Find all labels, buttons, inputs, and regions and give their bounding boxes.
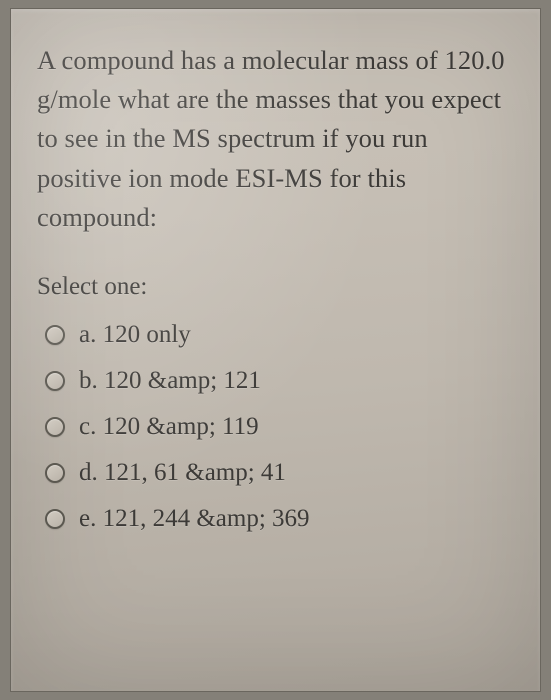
- option-list: a. 120 only b. 120 &amp; 121 c. 120 &amp…: [37, 321, 518, 533]
- quiz-card: A compound has a molecular mass of 120.0…: [10, 8, 541, 692]
- option-e[interactable]: e. 121, 244 &amp; 369: [45, 505, 518, 533]
- option-label: e. 121, 244 &amp; 369: [79, 505, 310, 533]
- select-one-label: Select one:: [37, 273, 518, 301]
- option-b[interactable]: b. 120 &amp; 121: [45, 367, 518, 395]
- question-text: A compound has a molecular mass of 120.0…: [37, 41, 518, 237]
- radio-icon[interactable]: [45, 509, 65, 529]
- option-a[interactable]: a. 120 only: [45, 321, 518, 349]
- option-label: c. 120 &amp; 119: [79, 413, 259, 441]
- option-label: b. 120 &amp; 121: [79, 367, 261, 395]
- option-label: d. 121, 61 &amp; 41: [79, 459, 286, 487]
- radio-icon[interactable]: [45, 417, 65, 437]
- option-c[interactable]: c. 120 &amp; 119: [45, 413, 518, 441]
- radio-icon[interactable]: [45, 371, 65, 391]
- radio-icon[interactable]: [45, 463, 65, 483]
- option-label: a. 120 only: [79, 321, 191, 349]
- radio-icon[interactable]: [45, 325, 65, 345]
- option-d[interactable]: d. 121, 61 &amp; 41: [45, 459, 518, 487]
